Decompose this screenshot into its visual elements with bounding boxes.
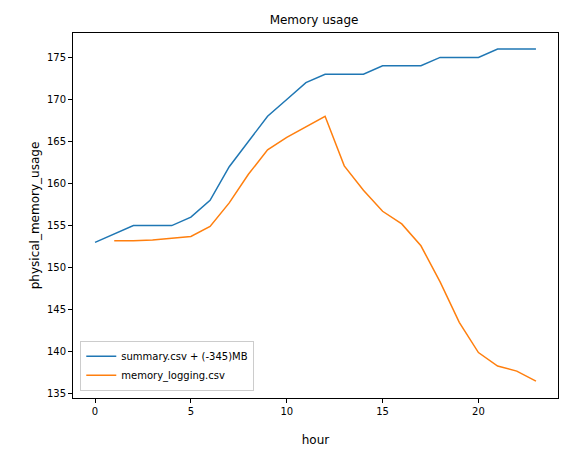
svg-text:155: 155: [47, 220, 66, 231]
svg-text:Memory usage: Memory usage: [270, 13, 359, 27]
svg-text:170: 170: [47, 94, 66, 105]
svg-text:20: 20: [472, 406, 485, 417]
svg-text:150: 150: [47, 262, 66, 273]
svg-text:hour: hour: [302, 433, 330, 447]
svg-text:175: 175: [47, 52, 66, 63]
svg-text:15: 15: [376, 406, 389, 417]
svg-text:summary.csv + (-345)MB: summary.csv + (-345)MB: [121, 351, 247, 362]
svg-text:physical_memory_usage: physical_memory_usage: [28, 142, 42, 290]
svg-text:145: 145: [47, 304, 66, 315]
svg-text:0: 0: [92, 406, 98, 417]
svg-text:165: 165: [47, 136, 66, 147]
svg-text:135: 135: [47, 388, 66, 399]
svg-text:memory_logging.csv: memory_logging.csv: [121, 370, 225, 382]
svg-text:10: 10: [280, 406, 293, 417]
svg-text:5: 5: [188, 406, 194, 417]
svg-text:160: 160: [47, 178, 66, 189]
svg-text:140: 140: [47, 346, 66, 357]
